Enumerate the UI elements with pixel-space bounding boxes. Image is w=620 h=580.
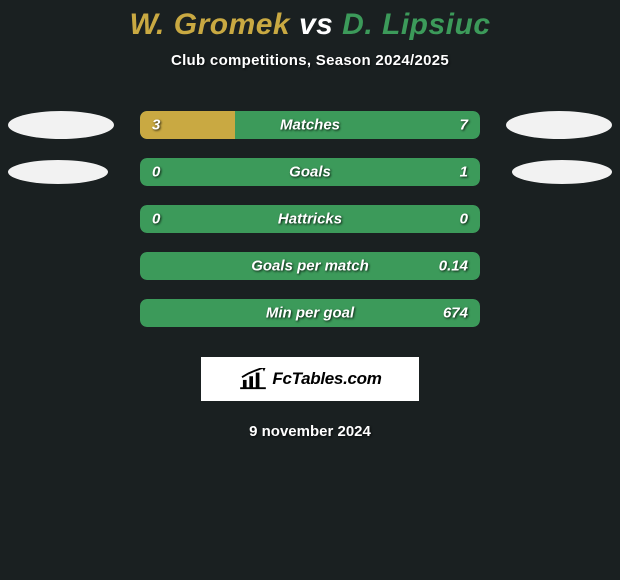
- right-value: 674: [443, 305, 468, 322]
- stat-bar: 0 Hattricks 0: [140, 205, 480, 233]
- stat-bar: Goals per match 0.14: [140, 252, 480, 280]
- player1-badge: [8, 111, 114, 139]
- right-value: 1: [460, 164, 468, 181]
- left-value: 3: [152, 117, 160, 134]
- stat-row: Goals per match 0.14: [0, 252, 620, 280]
- left-value: 0: [152, 164, 160, 181]
- stat-bar: Min per goal 674: [140, 299, 480, 327]
- subtitle: Club competitions, Season 2024/2025: [171, 52, 449, 69]
- left-value: 0: [152, 211, 160, 228]
- right-value: 0: [460, 211, 468, 228]
- stat-label: Goals per match: [251, 258, 369, 275]
- logo-text: FcTables.com: [272, 369, 381, 389]
- right-value: 0.14: [439, 258, 468, 275]
- stat-row: 0 Hattricks 0: [0, 205, 620, 233]
- page-title: W. Gromek vs D. Lipsiuc: [129, 8, 490, 42]
- logo-badge: FcTables.com: [201, 357, 419, 401]
- stat-label: Goals: [289, 164, 331, 181]
- player1-badge: [8, 160, 108, 184]
- stat-label: Hattricks: [278, 211, 342, 228]
- comparison-card: W. Gromek vs D. Lipsiuc Club competition…: [0, 0, 620, 440]
- right-value: 7: [460, 117, 468, 134]
- stat-row: 3 Matches 7: [0, 111, 620, 139]
- stat-bar: 3 Matches 7: [140, 111, 480, 139]
- player2-badge: [512, 160, 612, 184]
- title-vs: vs: [299, 8, 333, 41]
- player2-name: D. Lipsiuc: [342, 8, 490, 41]
- stat-label: Min per goal: [266, 305, 354, 322]
- stat-rows: 3 Matches 7 0 Goals 1 0 Hattricks 0 Goals per mat…: [0, 111, 620, 327]
- stat-bar: 0 Goals 1: [140, 158, 480, 186]
- player2-badge: [506, 111, 612, 139]
- player1-name: W. Gromek: [129, 8, 290, 41]
- stat-row: Min per goal 674: [0, 299, 620, 327]
- stat-label: Matches: [280, 117, 340, 134]
- stat-row: 0 Goals 1: [0, 158, 620, 186]
- chart-icon: [238, 368, 268, 390]
- date-label: 9 november 2024: [249, 423, 371, 440]
